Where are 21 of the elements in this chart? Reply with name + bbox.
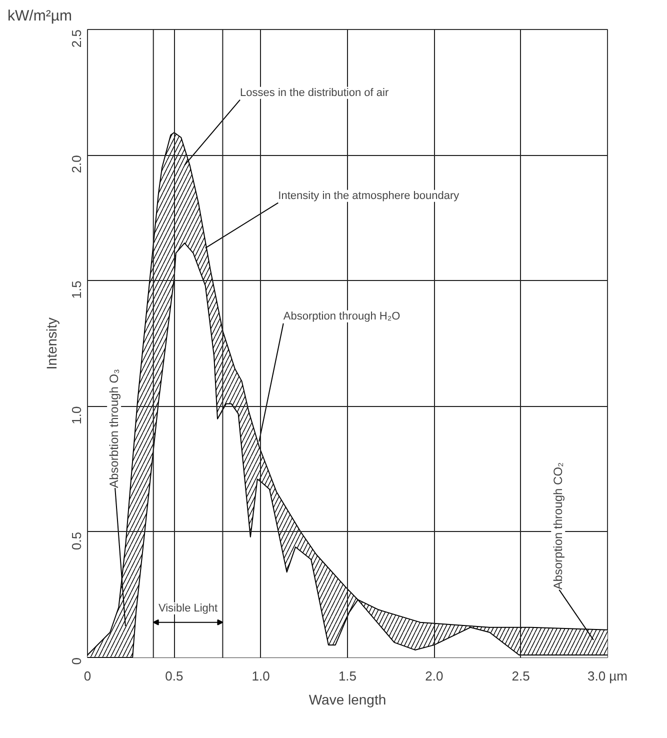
y-axis-title: Intensity <box>44 317 60 370</box>
y-tick-label: 1.5 <box>69 280 84 299</box>
annotation: Absorption through CO₂ <box>551 462 566 590</box>
x-tick-label: 0.5 <box>165 668 184 684</box>
x-axis-title: Wave length <box>308 692 386 708</box>
y-tick-label: 2.0 <box>69 155 84 174</box>
y-tick-label: 0 <box>69 657 84 665</box>
annotation: Absorption through H₂O <box>283 310 401 322</box>
annotation: Losses in the distribution of air <box>240 86 389 99</box>
annotation: Visible Light <box>158 602 218 614</box>
y-tick-label: 1.0 <box>69 406 84 424</box>
annotation: Intensity in the atmosphere boundary <box>278 190 460 202</box>
x-tick-label: 1.5 <box>338 668 357 684</box>
x-tick-label: 2.5 <box>512 668 530 684</box>
x-tick-label: 3.0 µm <box>588 668 628 684</box>
x-tick-label: 2.0 <box>425 668 444 684</box>
x-tick-label: 1.0 <box>252 668 270 684</box>
text: kW/m²µm <box>8 8 72 24</box>
y-tick-label: 2.5 <box>69 29 84 48</box>
y-tick-label: 0.5 <box>69 532 84 550</box>
annotation: Absorbtion through O₃ <box>107 368 122 488</box>
